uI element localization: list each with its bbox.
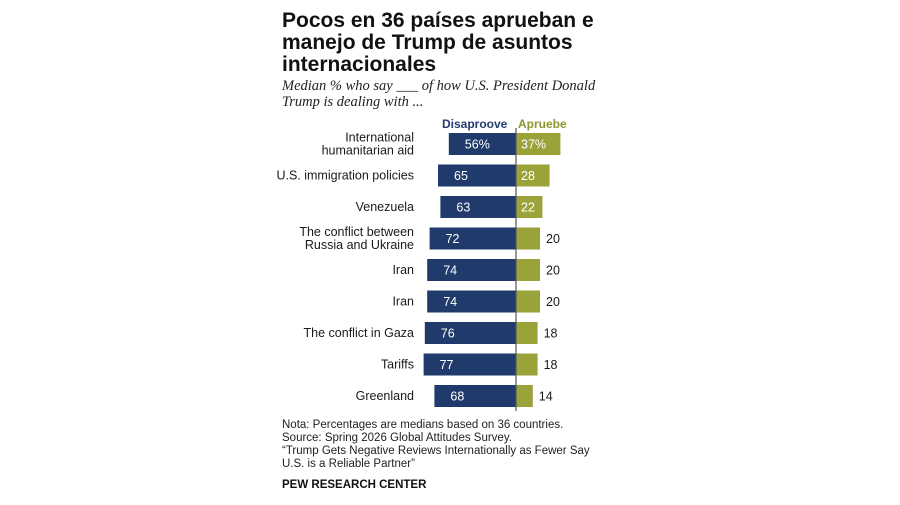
chart-notes: Nota: Percentages are medians based on 3… — [282, 419, 602, 471]
data-label-disapprove: 72 — [446, 232, 460, 246]
data-label-disapprove: 74 — [443, 264, 457, 278]
data-label-approve: 28 — [521, 169, 535, 183]
category-label: The conflict in Gaza — [304, 326, 415, 340]
data-label-approve: 18 — [544, 358, 558, 372]
data-label-disapprove: 77 — [440, 358, 454, 372]
bar-approve — [516, 196, 543, 218]
bar-approve — [516, 133, 561, 155]
bar-disapprove — [448, 133, 516, 155]
data-label-approve: 18 — [544, 327, 558, 341]
bar-disapprove — [434, 385, 516, 407]
category-label: Russia and Ukraine — [305, 238, 414, 252]
source-brand: PEW RESEARCH CENTER — [282, 479, 427, 491]
bar-disapprove — [429, 227, 516, 250]
legend-approve: Apruebe — [518, 117, 567, 131]
note-line-3: “Trump Gets Negative Reviews Internation… — [282, 445, 590, 470]
bar-disapprove — [427, 259, 516, 281]
chart-title: Pocos en 36 países aprueban e manejo de … — [282, 9, 594, 76]
note-line-1: Nota: Percentages are medians based on 3… — [282, 419, 564, 431]
data-label-disapprove: 56% — [465, 138, 490, 152]
category-label: Iran — [392, 295, 414, 309]
data-label-disapprove: 74 — [443, 295, 457, 309]
category-label: U.S. immigration policies — [276, 169, 414, 183]
bar-approve — [516, 385, 533, 407]
legend-disapprove: Disaproove — [442, 117, 508, 131]
bar-approve — [516, 290, 540, 313]
data-label-approve: 37% — [521, 138, 546, 152]
category-label: Tariffs — [381, 358, 414, 372]
category-label: Venezuela — [356, 200, 414, 214]
bar-disapprove — [424, 322, 516, 344]
bar-disapprove — [423, 353, 516, 376]
category-label: humanitarian aid — [322, 144, 414, 158]
note-line-2: Source: Spring 2026 Global Attitudes Sur… — [282, 432, 512, 444]
data-label-approve: 20 — [546, 264, 560, 278]
bar-disapprove — [438, 164, 516, 187]
bar-approve — [516, 353, 538, 376]
data-label-disapprove: 68 — [450, 390, 464, 404]
bar-approve — [516, 227, 540, 250]
bar-approve — [516, 259, 540, 281]
category-label: Iran — [392, 263, 414, 277]
data-label-disapprove: 76 — [441, 327, 455, 341]
data-label-approve: 20 — [546, 232, 560, 246]
category-label: Greenland — [356, 389, 414, 403]
category-label: International — [345, 131, 414, 145]
bar-approve — [516, 164, 550, 187]
bar-disapprove — [427, 290, 516, 313]
data-label-disapprove: 63 — [456, 201, 470, 215]
bar-disapprove — [440, 196, 516, 218]
data-label-disapprove: 65 — [454, 169, 468, 183]
chart-card: Pocos en 36 países aprueban e manejo de … — [270, 0, 600, 505]
bar-approve — [516, 322, 538, 344]
data-label-approve: 22 — [521, 201, 535, 215]
category-label: The conflict between — [299, 225, 414, 239]
data-label-approve: 20 — [546, 295, 560, 309]
chart-subtitle: Median % who say ___ of how U.S. Preside… — [282, 78, 596, 110]
data-label-approve: 14 — [539, 390, 553, 404]
